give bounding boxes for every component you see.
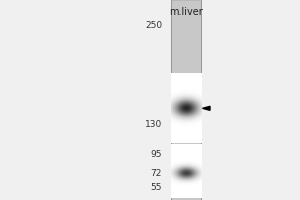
Text: 130: 130 xyxy=(145,120,162,130)
Bar xyxy=(171,0,201,200)
Text: 72: 72 xyxy=(151,169,162,178)
Polygon shape xyxy=(202,106,210,110)
Text: 95: 95 xyxy=(151,150,162,159)
Text: m.liver: m.liver xyxy=(169,7,203,17)
Text: 250: 250 xyxy=(145,21,162,29)
Text: 55: 55 xyxy=(151,183,162,192)
